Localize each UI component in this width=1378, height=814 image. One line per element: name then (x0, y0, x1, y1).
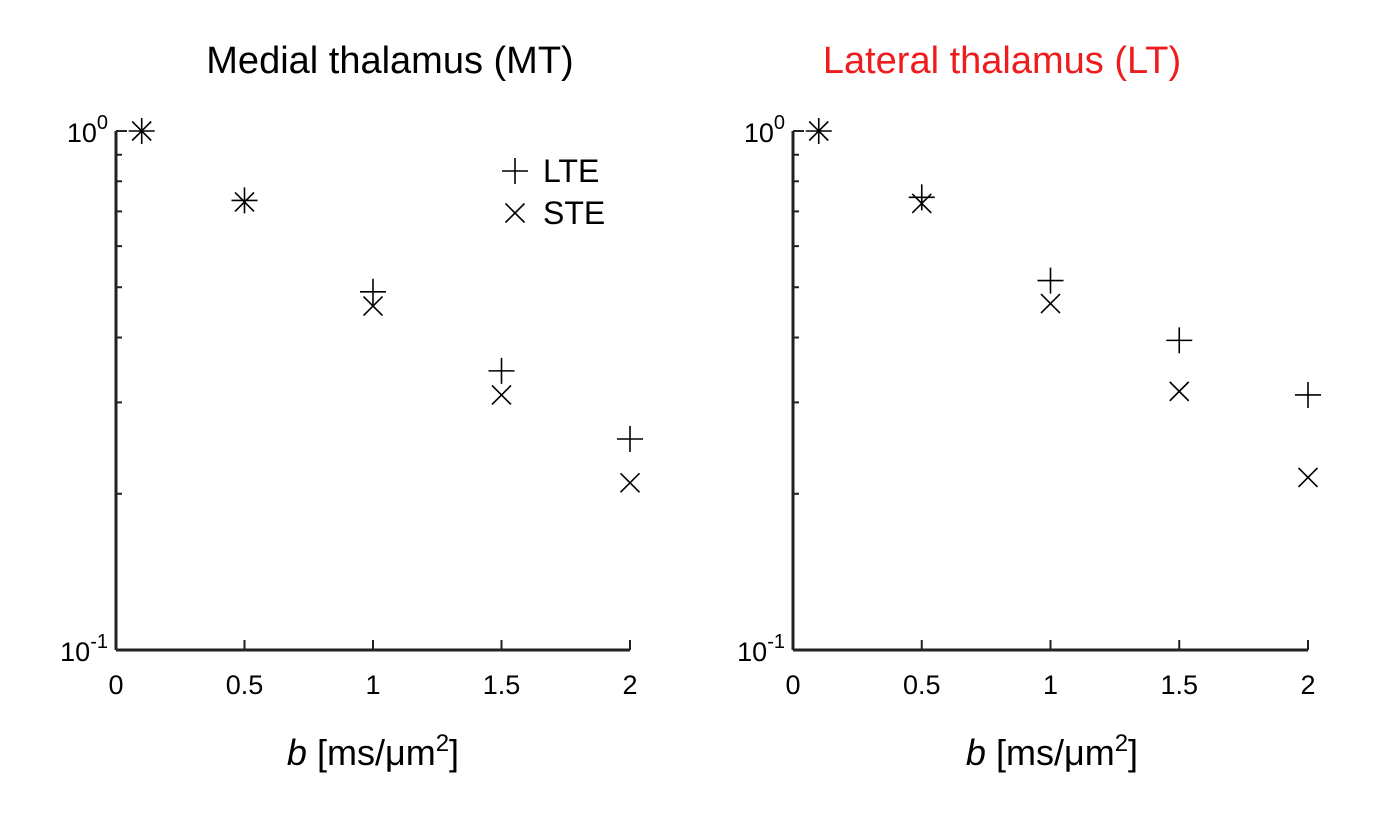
legend-marker-lte (502, 158, 528, 184)
x-tick-label: 0 (108, 670, 123, 700)
data-point-ste (1169, 381, 1190, 402)
data-point-ste (1040, 293, 1061, 314)
x-tick-label: 0 (785, 670, 800, 700)
data-point-lte (908, 184, 935, 211)
series-ste (808, 120, 1319, 488)
data-point-ste (1297, 467, 1319, 488)
data-point-ste (234, 191, 255, 213)
x-tick-label: 1.5 (1160, 670, 1198, 700)
data-point-lte (1166, 327, 1193, 354)
data-point-lte (360, 278, 386, 305)
series-lte (805, 118, 1321, 408)
chart-panel-1: Medial thalamus (MT) 100 10-10 0.5 1 1.5 2 b [m… (60, 40, 643, 773)
x-tick-label: 0.5 (903, 670, 941, 700)
data-point-ste (808, 120, 829, 142)
x-axis-label: b [ms/μm2] (287, 730, 459, 773)
x-axis-label: b [ms/μm2] (966, 730, 1138, 773)
x-tick-label: 1.5 (483, 670, 521, 700)
data-point-ste (362, 295, 384, 317)
data-point-lte (231, 187, 258, 214)
x-tick-label: 2 (622, 670, 637, 700)
chart-title: Lateral thalamus (LT) (823, 40, 1181, 82)
x-tick-label: 0.5 (226, 670, 264, 700)
y-tick-label: 10-1 (60, 631, 108, 667)
data-point-lte (488, 357, 515, 384)
chart-panel-2: Lateral thalamus (LT) 100 10-10 0.5 1 1.5 2 b [… (737, 40, 1321, 773)
legend: LTE STE (502, 153, 605, 231)
legend-label-ste: STE (543, 195, 605, 231)
data-point-ste (619, 472, 641, 493)
data-point-ste (491, 384, 512, 406)
x-tick-label: 2 (1300, 670, 1315, 700)
legend-label-lte: LTE (543, 153, 599, 189)
data-point-lte (1295, 381, 1321, 408)
chart-title: Medial thalamus (MT) (206, 40, 573, 82)
data-point-ste (131, 120, 152, 142)
series-ste (131, 120, 641, 493)
data-point-lte (1037, 267, 1064, 294)
y-tick-label: 10-1 (737, 631, 785, 667)
y-tick-label: 100 (744, 112, 785, 148)
data-point-lte (617, 426, 643, 453)
x-tick-label: 1 (1043, 670, 1058, 700)
y-tick-label: 100 (67, 112, 108, 148)
legend-marker-ste (504, 202, 526, 224)
data-point-ste (911, 193, 932, 214)
x-tick-label: 1 (365, 670, 380, 700)
